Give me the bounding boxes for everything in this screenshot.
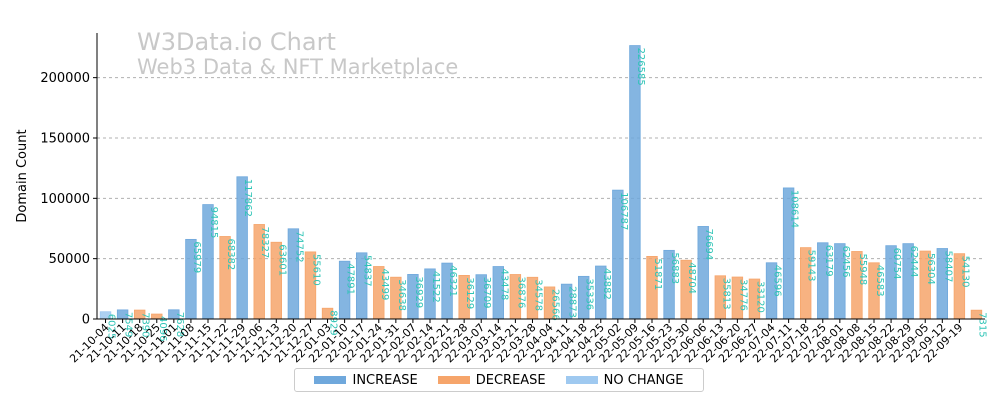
bar-value-label: 7549: [123, 312, 134, 337]
bar-value-label: 226585: [635, 48, 646, 86]
bar-value-label: 108614: [789, 190, 800, 228]
legend: INCREASE DECREASE NO CHANGE: [294, 368, 704, 392]
legend-item-decrease: DECREASE: [437, 372, 546, 388]
bar-value-label: 62456: [840, 246, 851, 278]
bar-value-label: 28873: [567, 286, 578, 318]
chart-subtitle: Web3 Data & NFT Marketplace: [137, 55, 458, 79]
bar-value-label: 63601: [276, 244, 287, 276]
legend-label-increase: INCREASE: [352, 372, 418, 388]
bar-value-label: 34578: [532, 279, 543, 311]
bar-value-label: 6025: [106, 314, 117, 339]
bar-value-label: 65979: [191, 241, 202, 273]
y-tick-labels: 0 50000 100000 150000 200000: [40, 71, 97, 328]
legend-label-decrease: DECREASE: [475, 372, 546, 388]
bar-value-label: 60754: [891, 248, 902, 280]
bar-value-label: 7315: [976, 312, 987, 337]
y-tick-label: 50000: [49, 252, 90, 267]
bar-value-label: 47891: [345, 263, 356, 295]
bar-value-label: 43882: [601, 268, 612, 300]
grid-lines: [97, 77, 985, 260]
bar-value-label: 74752: [293, 231, 304, 263]
x-tick-labels: 21-10-0421-10-1121-10-1821-10-2521-11-01…: [67, 319, 966, 365]
bar-value-label: 76694: [703, 228, 714, 260]
bar-value-label: 62444: [908, 246, 919, 278]
bar-value-label: 46583: [874, 265, 885, 297]
bar-value-label: 55610: [310, 254, 321, 286]
bar: [629, 45, 641, 320]
bar-value-label: 33120: [754, 281, 765, 313]
bar-value-label: 43478: [498, 269, 509, 301]
bar-value-label: 68382: [225, 238, 236, 270]
chart-title: W3Data.io Chart: [137, 28, 336, 56]
bar-value-label: 4096: [157, 316, 168, 341]
bar-value-label: 7628: [174, 312, 185, 337]
legend-item-increase: INCREASE: [314, 372, 418, 388]
y-tick-label: 150000: [40, 131, 90, 146]
bars: [99, 45, 983, 320]
bar-value-label: 46321: [447, 265, 458, 297]
legend-swatch-increase: [314, 376, 347, 384]
bar-value-label: 36709: [481, 277, 492, 309]
bar-value-label: 26566: [550, 289, 561, 321]
bar-value-labels: 6025 7549 7390 4096 7628 65979 94815 68382 11786…: [106, 48, 988, 342]
bar-value-label: 41522: [430, 271, 441, 303]
bar-value-label: 106787: [618, 192, 629, 230]
bar-value-label: 46596: [772, 265, 783, 297]
y-tick-label: 100000: [40, 192, 90, 207]
bar-value-label: 56883: [669, 252, 680, 284]
axes: [96, 33, 985, 320]
legend-swatch-decrease: [437, 376, 470, 384]
legend-item-no-change: NO CHANGE: [565, 372, 684, 388]
legend-label-no-change: NO CHANGE: [603, 372, 684, 388]
y-tick-label: 0: [82, 313, 90, 328]
bar-value-label: 48704: [686, 262, 697, 294]
y-axis-label: Domain Count: [15, 129, 30, 222]
bar-value-label: 51871: [652, 258, 663, 290]
bar-value-label: 63179: [823, 245, 834, 277]
bar-value-label: 36929: [413, 276, 424, 308]
bar-value-label: 117862: [242, 179, 253, 217]
y-tick-label: 200000: [40, 71, 90, 86]
bar-value-label: 55948: [857, 253, 868, 285]
bar-value-label: 78327: [259, 226, 270, 258]
bar-value-label: 35813: [720, 278, 731, 310]
bar-value-label: 34638: [396, 279, 407, 311]
bar-value-label: 59143: [806, 250, 817, 282]
bar-value-label: 7390: [140, 312, 151, 337]
bar-value-label: 58407: [942, 251, 953, 283]
bar-value-label: 54130: [959, 256, 970, 288]
bar-value-label: 36876: [515, 276, 526, 308]
legend-swatch-no-change: [565, 376, 598, 384]
bar-value-label: 35336: [584, 278, 595, 310]
bar-value-label: 94815: [208, 207, 219, 239]
bar-value-label: 56304: [925, 253, 936, 285]
bar-value-label: 43499: [379, 269, 390, 301]
bar-value-label: 8929: [328, 310, 339, 335]
bar-value-label: 36129: [464, 277, 475, 309]
bar-value-label: 54837: [362, 255, 373, 287]
bar-value-label: 34776: [737, 279, 748, 311]
